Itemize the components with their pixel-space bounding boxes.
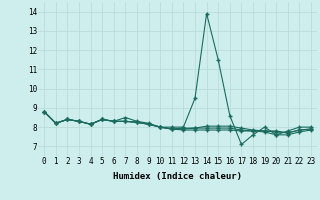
X-axis label: Humidex (Indice chaleur): Humidex (Indice chaleur) (113, 172, 242, 181)
